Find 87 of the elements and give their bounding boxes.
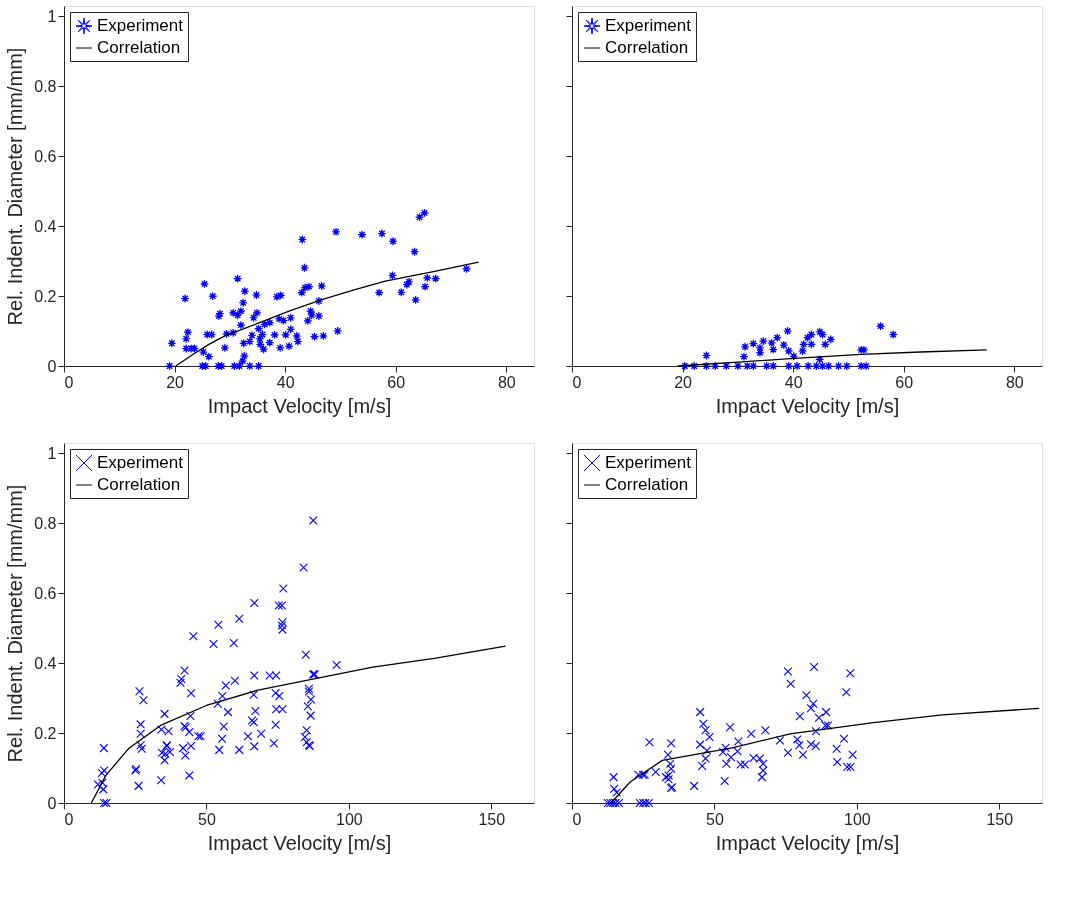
- point: [818, 361, 827, 371]
- point: [803, 333, 812, 343]
- x-tick-label: 100: [844, 810, 871, 828]
- x-axis-title: Impact Velocity [m/s]: [207, 394, 392, 417]
- point: [768, 345, 778, 354]
- point: [762, 361, 772, 371]
- x-tick-label: 20: [166, 373, 185, 391]
- y-tick-label: 0: [47, 357, 57, 375]
- point: [842, 361, 852, 371]
- x-tick-label: 40: [784, 373, 803, 391]
- legend-label: Experiment: [97, 16, 184, 35]
- line-series: [90, 645, 507, 804]
- point: [856, 361, 866, 371]
- x-tick-label: 60: [387, 373, 406, 391]
- point: [733, 361, 743, 371]
- x-tick-label: 150: [478, 810, 506, 828]
- point: [689, 361, 699, 371]
- point: [779, 340, 789, 350]
- point: [768, 361, 778, 371]
- point: [758, 336, 768, 346]
- point: [748, 361, 758, 371]
- x-tick-label: 80: [1005, 373, 1024, 391]
- y-tick-label: 0.6: [34, 147, 57, 165]
- point: [701, 361, 711, 371]
- point: [815, 354, 825, 364]
- legend-label: Correlation: [97, 38, 181, 57]
- x-tick-label: 40: [276, 373, 295, 391]
- legend-label: Correlation: [605, 38, 689, 57]
- point: [680, 361, 690, 371]
- x-tick-label: 50: [198, 810, 216, 828]
- x-tick-label: 0: [572, 373, 582, 391]
- y-tick-label: 0.4: [34, 654, 57, 672]
- point: [807, 330, 816, 339]
- x-tick-label: 20: [674, 373, 693, 391]
- y-tick-label: 0.4: [34, 217, 57, 235]
- y-axis-title: Rel. Indent. Diameter [mm/mm]: [4, 484, 27, 763]
- point: [826, 335, 836, 344]
- point: [789, 351, 799, 361]
- x-axis-title: Impact Velocity [m/s]: [715, 831, 900, 854]
- point: [876, 321, 885, 331]
- y-tick-label: 0.8: [34, 514, 57, 532]
- point: [784, 346, 794, 356]
- point: [721, 361, 731, 371]
- x-tick-label: 60: [895, 373, 914, 391]
- point: [792, 361, 802, 371]
- y-tick-label: 0.8: [34, 77, 57, 95]
- legend-label: Experiment: [605, 453, 692, 472]
- point: [739, 352, 749, 361]
- point: [888, 330, 898, 339]
- point: [807, 339, 816, 349]
- x-tick-label: 0: [572, 810, 582, 828]
- y-tick-label: 1: [47, 7, 57, 25]
- point: [740, 342, 750, 352]
- legend-label: Correlation: [605, 475, 689, 494]
- point: [798, 346, 807, 356]
- point: [783, 326, 793, 336]
- x-tick-label: 100: [336, 810, 363, 828]
- point: [755, 348, 765, 358]
- y-tick-label: 0.2: [34, 287, 57, 305]
- point: [772, 333, 782, 343]
- x-axis-title: Impact Velocity [m/s]: [207, 831, 392, 854]
- x-tick-label: 0: [64, 373, 74, 391]
- point: [820, 339, 830, 349]
- y-tick-label: 0: [47, 794, 57, 812]
- point: [784, 361, 794, 371]
- point: [748, 339, 758, 349]
- x-tick-label: 0: [64, 810, 74, 828]
- point: [811, 361, 821, 371]
- point: [767, 338, 777, 348]
- legend-label: Experiment: [97, 453, 184, 472]
- x-tick-label: 150: [986, 810, 1014, 828]
- point: [710, 361, 720, 371]
- x-tick-label: 80: [497, 373, 516, 391]
- point: [701, 351, 711, 360]
- point: [834, 361, 843, 371]
- point: [824, 361, 833, 371]
- y-tick-label: 1: [47, 444, 57, 462]
- point: [799, 339, 809, 349]
- x-tick-label: 50: [706, 810, 724, 828]
- y-axis-title: Rel. Indent. Diameter [mm/mm]: [4, 47, 27, 326]
- legend-label: Correlation: [97, 475, 181, 494]
- x-axis-title: Impact Velocity [m/s]: [715, 394, 900, 417]
- point: [742, 361, 752, 371]
- point: [803, 361, 813, 371]
- legend-label: Experiment: [605, 16, 692, 35]
- y-tick-label: 0.2: [34, 724, 57, 742]
- y-tick-label: 0.6: [34, 584, 57, 602]
